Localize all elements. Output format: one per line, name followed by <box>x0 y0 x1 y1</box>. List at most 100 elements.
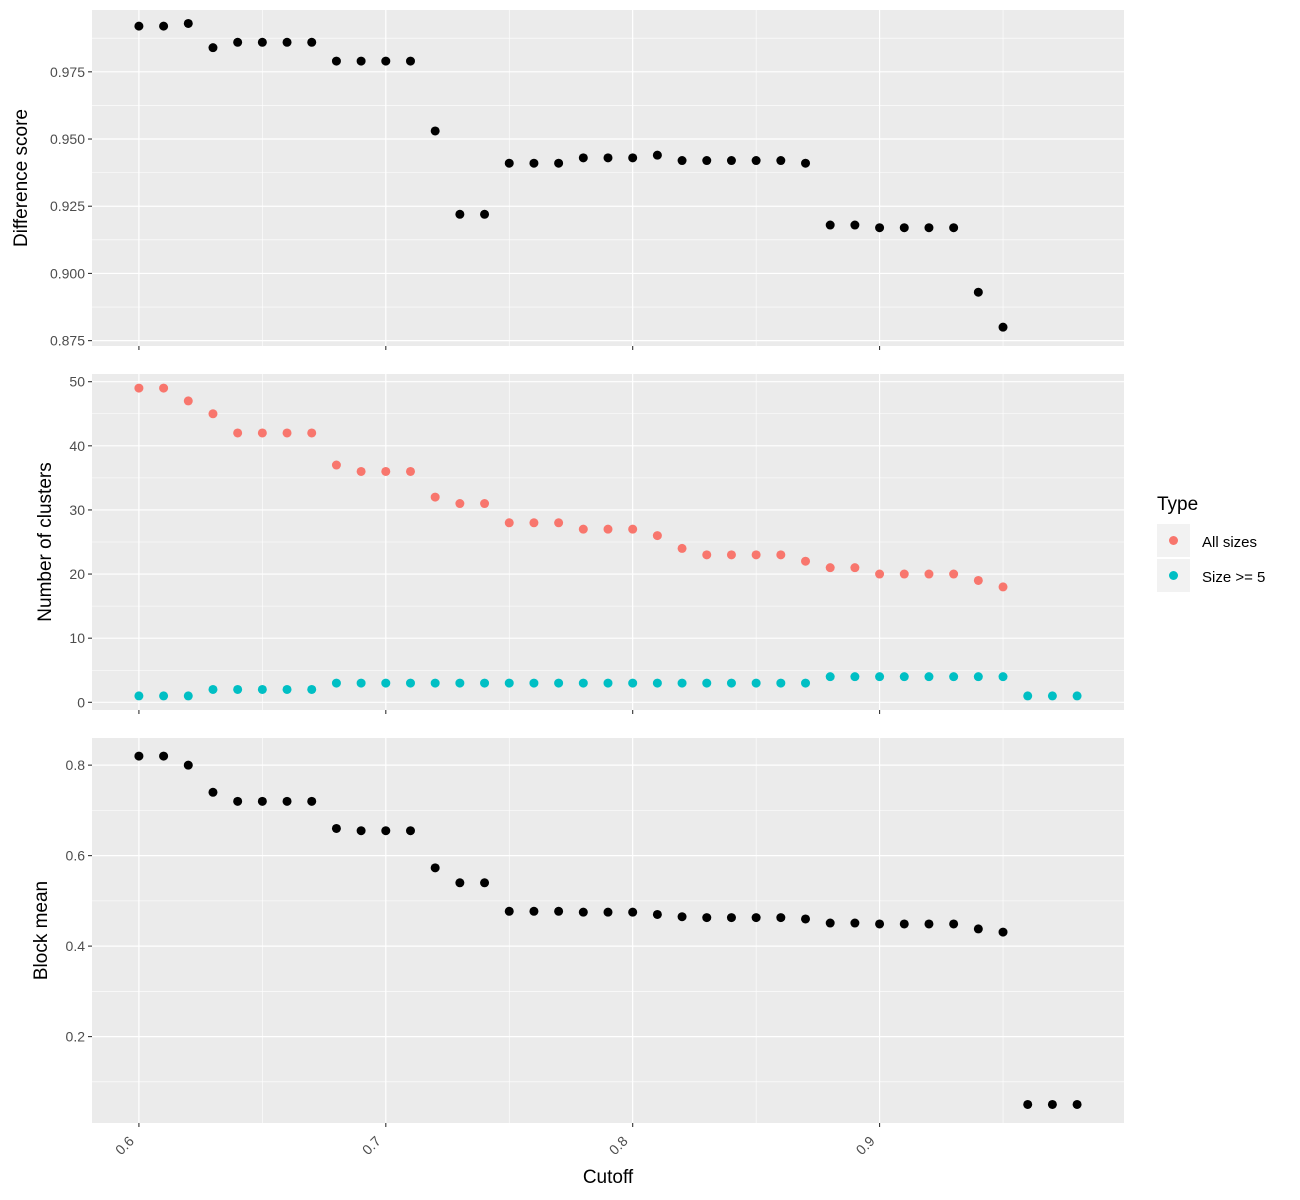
data-point <box>776 913 786 923</box>
data-point <box>776 550 786 560</box>
data-point <box>331 56 341 66</box>
data-point <box>628 907 638 917</box>
data-point <box>455 499 465 509</box>
x-tick-label: 0.6 <box>112 1133 137 1158</box>
data-point <box>1072 691 1082 701</box>
data-point <box>825 918 835 928</box>
series-2 <box>134 672 1082 701</box>
data-point <box>899 223 909 233</box>
data-point <box>554 518 564 528</box>
data-point <box>875 672 885 682</box>
data-point <box>628 524 638 534</box>
data-point <box>973 575 983 585</box>
data-point <box>726 550 736 560</box>
data-point <box>702 156 712 166</box>
data-point <box>998 672 1008 682</box>
data-point <box>1023 1099 1033 1109</box>
y-tick-label: 0.4 <box>66 938 86 954</box>
data-point <box>924 919 934 929</box>
y-tick-label: 0.2 <box>66 1029 86 1045</box>
data-point <box>850 563 860 573</box>
data-point <box>183 760 193 770</box>
x-tick-label: 0.8 <box>606 1133 631 1158</box>
data-point <box>603 678 613 688</box>
data-point <box>998 582 1008 592</box>
data-point <box>726 913 736 923</box>
x-axis-title: Cutoff <box>583 1167 634 1188</box>
data-point <box>257 428 267 438</box>
y-tick-label: 0 <box>77 694 85 710</box>
data-point <box>850 918 860 928</box>
data-point <box>578 907 588 917</box>
data-point <box>825 672 835 682</box>
data-point <box>578 524 588 534</box>
y-tick-label: 30 <box>69 502 85 518</box>
data-point <box>825 563 835 573</box>
data-point <box>208 43 218 53</box>
data-point <box>726 156 736 166</box>
data-point <box>949 569 959 579</box>
data-point <box>628 678 638 688</box>
data-point <box>924 672 934 682</box>
data-point <box>702 550 712 560</box>
panel-background <box>92 738 1124 1123</box>
y-tick-label: 0.900 <box>50 265 85 281</box>
data-point <box>751 550 761 560</box>
data-point <box>381 678 391 688</box>
data-point <box>875 223 885 233</box>
data-point <box>578 678 588 688</box>
data-point <box>554 906 564 916</box>
data-point <box>480 678 490 688</box>
data-point <box>307 37 317 47</box>
data-point <box>282 37 292 47</box>
data-point <box>159 751 169 761</box>
data-point <box>257 684 267 694</box>
data-point <box>233 684 243 694</box>
data-point <box>949 672 959 682</box>
series-1 <box>134 18 1008 332</box>
data-point <box>998 322 1008 332</box>
data-point <box>159 383 169 393</box>
data-point <box>183 18 193 28</box>
data-point <box>455 878 465 888</box>
data-point <box>677 678 687 688</box>
data-point <box>307 796 317 806</box>
legend: Type All sizes Size >= 5 <box>1157 494 1265 592</box>
data-point <box>381 826 391 836</box>
data-point <box>405 678 415 688</box>
data-point <box>307 428 317 438</box>
data-point <box>455 678 465 688</box>
data-point <box>331 823 341 833</box>
data-point <box>751 913 761 923</box>
data-point <box>134 691 144 701</box>
data-point <box>776 678 786 688</box>
data-point <box>751 156 761 166</box>
data-point <box>480 878 490 888</box>
y-tick-label: 0.875 <box>50 333 85 349</box>
y-axis-title: Block mean <box>31 881 52 980</box>
data-point <box>875 919 885 929</box>
data-point <box>405 466 415 476</box>
data-point <box>282 796 292 806</box>
data-point <box>973 924 983 934</box>
data-point <box>356 678 366 688</box>
data-point <box>801 556 811 566</box>
x-tick-label: 0.7 <box>359 1133 384 1158</box>
data-point <box>455 209 465 219</box>
data-point <box>134 751 144 761</box>
data-point <box>850 220 860 230</box>
data-point <box>504 518 514 528</box>
data-point <box>381 56 391 66</box>
data-point <box>801 914 811 924</box>
data-point <box>949 223 959 233</box>
data-point <box>183 691 193 701</box>
y-axis-title: Number of clusters <box>35 462 56 621</box>
data-point <box>1047 691 1057 701</box>
data-point <box>480 499 490 509</box>
data-point <box>480 209 490 219</box>
data-point <box>554 158 564 168</box>
data-point <box>652 531 662 541</box>
data-point <box>899 919 909 929</box>
legend-label-all-sizes: All sizes <box>1202 534 1257 551</box>
data-point <box>825 220 835 230</box>
